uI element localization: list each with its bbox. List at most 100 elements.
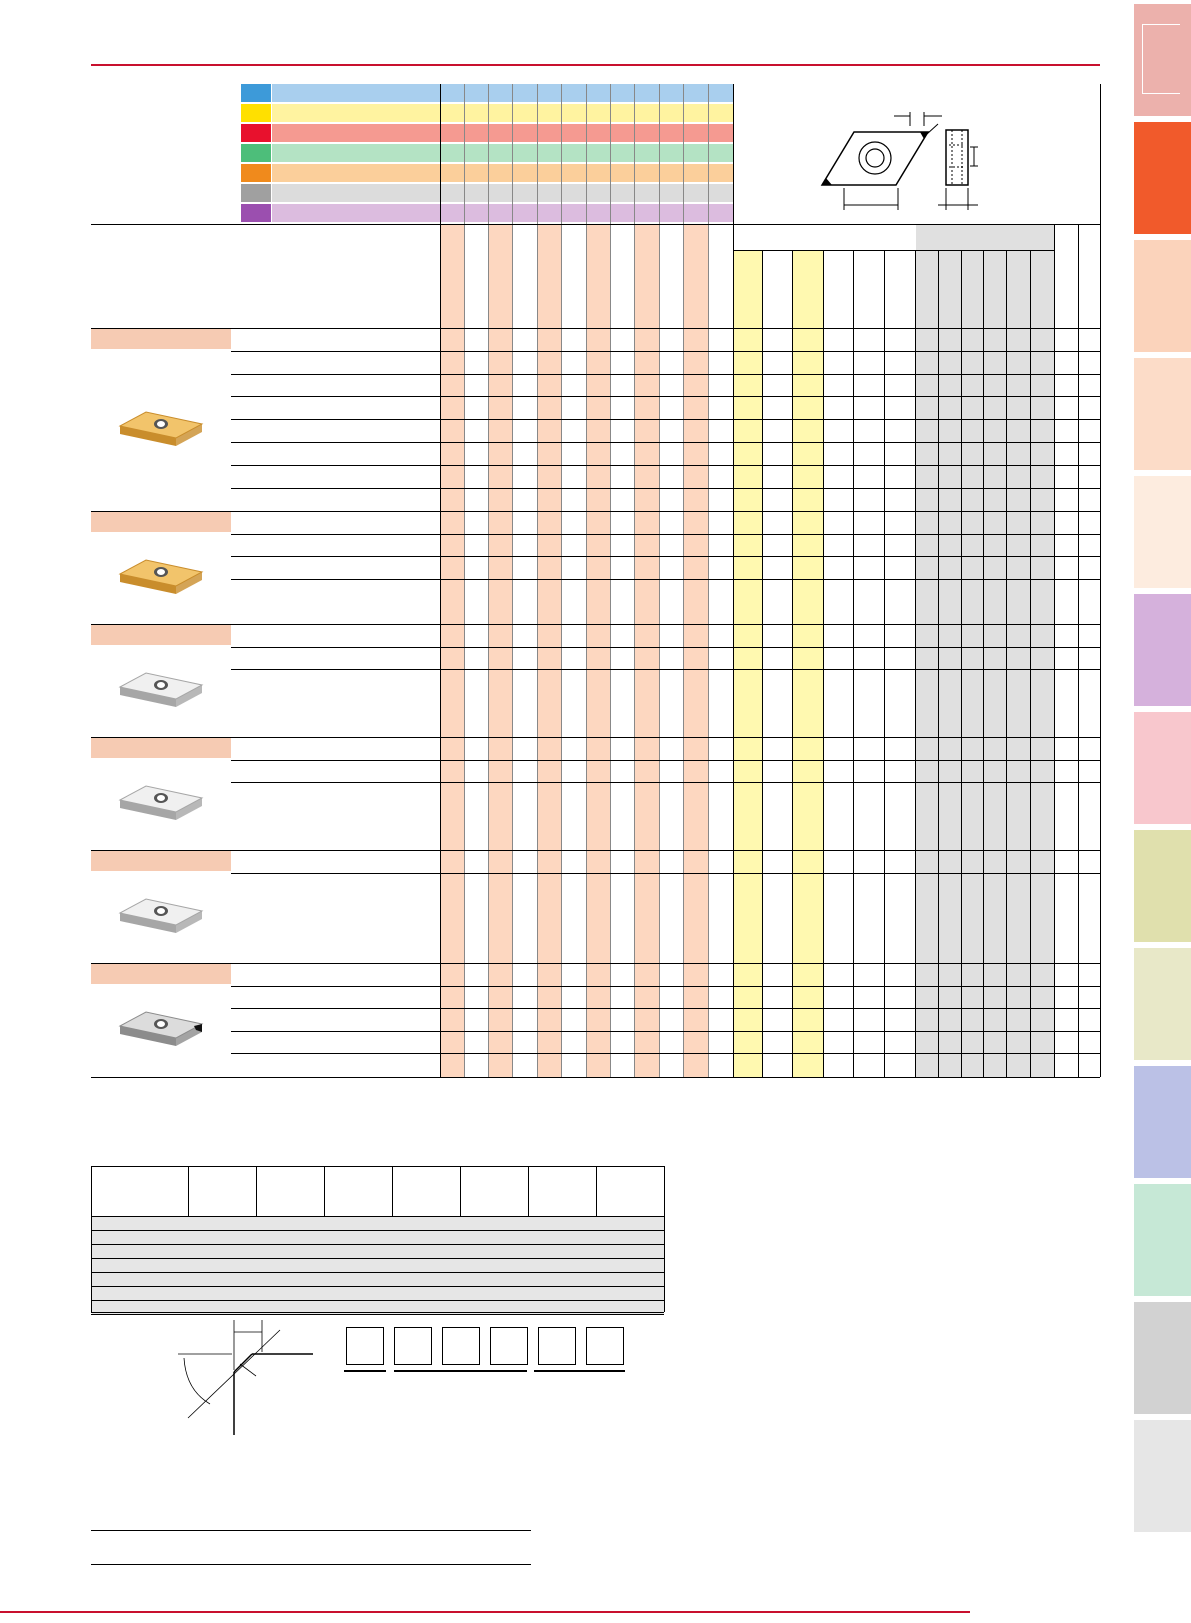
material-swatch: [241, 164, 271, 182]
grid-vline: [561, 84, 562, 1077]
insert-group-label: [91, 737, 231, 758]
code-underline-3: [534, 1370, 625, 1372]
material-swatch: [241, 184, 271, 202]
grid-vline: [440, 84, 441, 1077]
group-top-line: [91, 850, 1100, 851]
dim-table-hline: [91, 1230, 664, 1231]
row-line: [231, 1053, 1100, 1054]
dim-table-row: [92, 1245, 664, 1258]
material-band: [272, 144, 733, 162]
row-line: [231, 350, 1100, 352]
grey-column-block: [916, 224, 1054, 1077]
grid-vline: [1054, 224, 1055, 1077]
grade-column-shade: [587, 224, 610, 1077]
material-swatch: [241, 104, 271, 122]
material-band: [272, 104, 733, 122]
grid-vline: [1006, 250, 1007, 1077]
grid-vline: [938, 250, 939, 1077]
grid-vline: [537, 84, 538, 1077]
designation-code-box: [394, 1327, 432, 1365]
code-underline-2: [394, 1370, 527, 1372]
side-tab: [1134, 1184, 1191, 1296]
code-underline-1: [344, 1370, 386, 1372]
insert-group-label: [91, 963, 231, 984]
grade-column-shade: [635, 224, 659, 1077]
grid-vline: [512, 84, 513, 1077]
side-tab: [1134, 594, 1191, 706]
row-line: [231, 1030, 1100, 1032]
material-swatch: [241, 84, 271, 102]
dim-table-hline: [91, 1286, 664, 1287]
dim-table-hline: [91, 1216, 664, 1217]
side-tab: [1134, 122, 1191, 234]
grid-vline: [708, 84, 709, 1077]
row-line: [231, 487, 1100, 489]
material-band: [272, 204, 733, 222]
side-tab: [1134, 1420, 1191, 1532]
grid-vline: [586, 84, 587, 1077]
row-line: [231, 872, 1100, 874]
dim-table-row: [92, 1301, 664, 1314]
grid-vline: [853, 250, 854, 1077]
side-tab: [1134, 358, 1191, 470]
dim-table-hline: [91, 1244, 664, 1245]
insert-photo: [118, 558, 204, 594]
bottom-rule: [0, 1611, 970, 1613]
grid-vline: [488, 84, 489, 1077]
row-line: [231, 464, 1100, 466]
group-top-line: [91, 328, 1100, 329]
insert-side-view: [945, 129, 969, 186]
material-swatch: [241, 144, 271, 162]
grid-vline: [610, 84, 611, 1077]
group-top-line: [91, 624, 1100, 625]
dim-table-vline: [664, 1166, 665, 1312]
grid-vline: [884, 250, 885, 1077]
insert-photo: [118, 1011, 204, 1046]
row-line: [231, 556, 1100, 557]
row-line: [231, 985, 1100, 987]
side-tab: [1134, 712, 1191, 824]
grade-column-shade: [441, 224, 464, 1077]
designation-code-box: [442, 1327, 480, 1365]
material-band: [272, 164, 733, 182]
row-line: [231, 669, 1100, 670]
yellow-column: [793, 250, 823, 1077]
row-line: [231, 442, 1100, 443]
dim-table-hline: [91, 1314, 664, 1315]
group-top-line: [91, 963, 1100, 964]
insert-group-label: [91, 624, 231, 645]
grid-vline: [733, 84, 734, 1077]
corner-tip-right: [920, 132, 928, 139]
designation-code-box: [586, 1327, 624, 1365]
side-tab: [1134, 4, 1191, 116]
row-line: [231, 1008, 1100, 1009]
insert-photo: [118, 671, 204, 707]
insert-group-label: [91, 328, 231, 349]
insert-group-label: [91, 511, 231, 532]
dim-table-row: [92, 1287, 664, 1300]
row-line: [231, 396, 1100, 398]
dim-table-row: [92, 1217, 664, 1230]
side-tab: [1134, 830, 1191, 942]
insert-dimension-diagram: [820, 112, 978, 210]
grid-vline: [983, 250, 984, 1077]
designation-code-box: [346, 1327, 384, 1365]
grid-vline: [464, 84, 465, 1077]
grade-column-shade: [684, 224, 708, 1077]
grid-vline: [1030, 250, 1031, 1077]
designation-code-box: [490, 1327, 528, 1365]
side-tab: [1134, 1302, 1191, 1414]
row-line: [231, 373, 1100, 375]
dim-table-hline: [91, 1258, 664, 1259]
material-band: [272, 184, 733, 202]
side-tab-inner-outline: [1142, 24, 1180, 94]
grid-vline: [1100, 84, 1101, 1077]
dim-table-vline: [91, 1166, 92, 1312]
dim-table-hline: [91, 1272, 664, 1273]
grid-vline: [762, 250, 763, 1077]
dim-table-hline: [91, 1300, 664, 1301]
material-band: [272, 84, 733, 102]
insert-photo: [118, 897, 204, 933]
dim-table-hline: [91, 1166, 664, 1167]
corner-tip-left: [822, 178, 832, 185]
